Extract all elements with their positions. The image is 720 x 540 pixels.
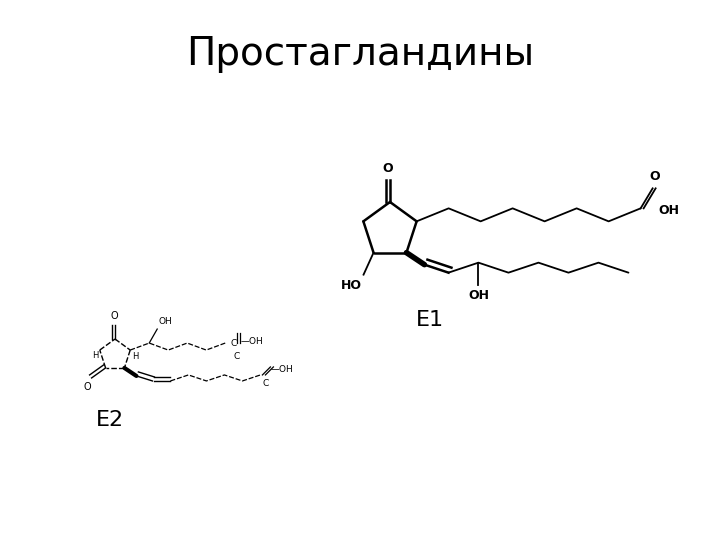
Text: C: C	[230, 339, 236, 348]
Text: C: C	[262, 379, 269, 388]
Text: —OH: —OH	[240, 336, 263, 346]
Text: O: O	[84, 382, 91, 392]
Text: O: O	[649, 170, 660, 184]
Text: HO: HO	[341, 279, 361, 292]
Text: H: H	[132, 352, 138, 361]
Text: OH: OH	[468, 289, 489, 302]
Text: C: C	[233, 352, 240, 361]
Text: E2: E2	[96, 410, 124, 430]
Text: E1: E1	[416, 310, 444, 330]
Text: OH: OH	[659, 204, 680, 217]
Text: OH: OH	[158, 317, 172, 326]
Text: Простагландины: Простагландины	[186, 35, 534, 73]
Text: —OH: —OH	[271, 366, 293, 374]
Text: H: H	[92, 351, 99, 360]
Text: O: O	[383, 162, 393, 175]
Text: O: O	[110, 311, 118, 321]
